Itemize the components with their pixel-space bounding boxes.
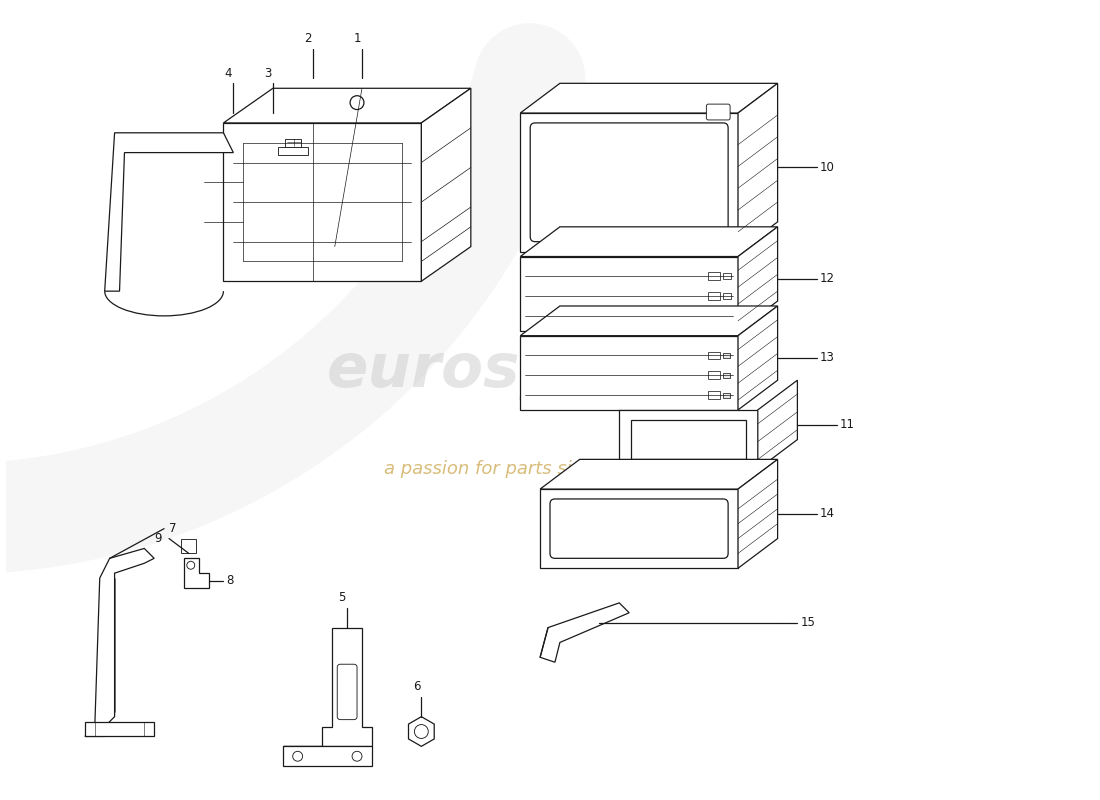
Text: 1: 1 bbox=[353, 32, 361, 46]
Bar bbox=[708, 391, 720, 399]
Bar bbox=[285, 138, 300, 146]
Text: 7: 7 bbox=[169, 522, 176, 535]
Bar bbox=[708, 351, 720, 359]
Polygon shape bbox=[283, 746, 372, 766]
Bar bbox=[723, 274, 732, 279]
Polygon shape bbox=[631, 420, 746, 459]
Polygon shape bbox=[619, 410, 758, 470]
Bar bbox=[708, 272, 720, 280]
FancyBboxPatch shape bbox=[530, 123, 728, 242]
Polygon shape bbox=[758, 380, 798, 470]
Polygon shape bbox=[738, 459, 778, 568]
Polygon shape bbox=[520, 227, 778, 257]
Polygon shape bbox=[520, 336, 738, 410]
Polygon shape bbox=[85, 549, 154, 737]
Text: 12: 12 bbox=[821, 272, 835, 286]
Circle shape bbox=[350, 96, 364, 110]
Polygon shape bbox=[520, 257, 738, 330]
Polygon shape bbox=[184, 558, 209, 588]
Text: 4: 4 bbox=[224, 67, 232, 80]
Text: 14: 14 bbox=[821, 507, 835, 520]
Text: 13: 13 bbox=[821, 351, 835, 365]
Polygon shape bbox=[738, 83, 778, 251]
Text: 3: 3 bbox=[264, 67, 272, 80]
Bar bbox=[723, 373, 730, 378]
Text: 2: 2 bbox=[304, 32, 311, 46]
Bar bbox=[708, 371, 720, 379]
Text: 8: 8 bbox=[227, 574, 234, 587]
Text: 15: 15 bbox=[801, 616, 815, 629]
Polygon shape bbox=[85, 722, 154, 737]
Bar bbox=[278, 147, 308, 154]
Polygon shape bbox=[520, 113, 738, 251]
Polygon shape bbox=[540, 459, 778, 489]
FancyBboxPatch shape bbox=[550, 499, 728, 558]
Bar bbox=[180, 538, 196, 554]
Polygon shape bbox=[421, 88, 471, 282]
Polygon shape bbox=[738, 306, 778, 410]
Polygon shape bbox=[223, 88, 471, 123]
Circle shape bbox=[352, 751, 362, 761]
Polygon shape bbox=[520, 306, 778, 336]
Polygon shape bbox=[520, 83, 778, 113]
Text: 5: 5 bbox=[339, 591, 345, 605]
Circle shape bbox=[187, 562, 195, 570]
Polygon shape bbox=[540, 603, 629, 662]
FancyBboxPatch shape bbox=[338, 664, 358, 720]
Polygon shape bbox=[540, 489, 738, 568]
Circle shape bbox=[293, 751, 303, 761]
Text: 10: 10 bbox=[821, 161, 835, 174]
Bar bbox=[708, 292, 720, 300]
Text: eurospares: eurospares bbox=[327, 341, 714, 400]
Bar bbox=[723, 393, 730, 398]
Bar bbox=[723, 293, 732, 299]
Polygon shape bbox=[283, 628, 372, 746]
FancyBboxPatch shape bbox=[706, 104, 730, 120]
Polygon shape bbox=[104, 133, 233, 291]
Circle shape bbox=[415, 725, 428, 738]
Bar bbox=[723, 313, 732, 319]
Text: 9: 9 bbox=[154, 532, 162, 545]
Text: 6: 6 bbox=[412, 681, 420, 694]
Polygon shape bbox=[223, 123, 421, 282]
Bar bbox=[723, 353, 730, 358]
Polygon shape bbox=[738, 227, 778, 330]
Text: 11: 11 bbox=[840, 418, 855, 431]
Bar bbox=[708, 312, 720, 320]
Text: a passion for parts since 1985: a passion for parts since 1985 bbox=[384, 460, 657, 478]
